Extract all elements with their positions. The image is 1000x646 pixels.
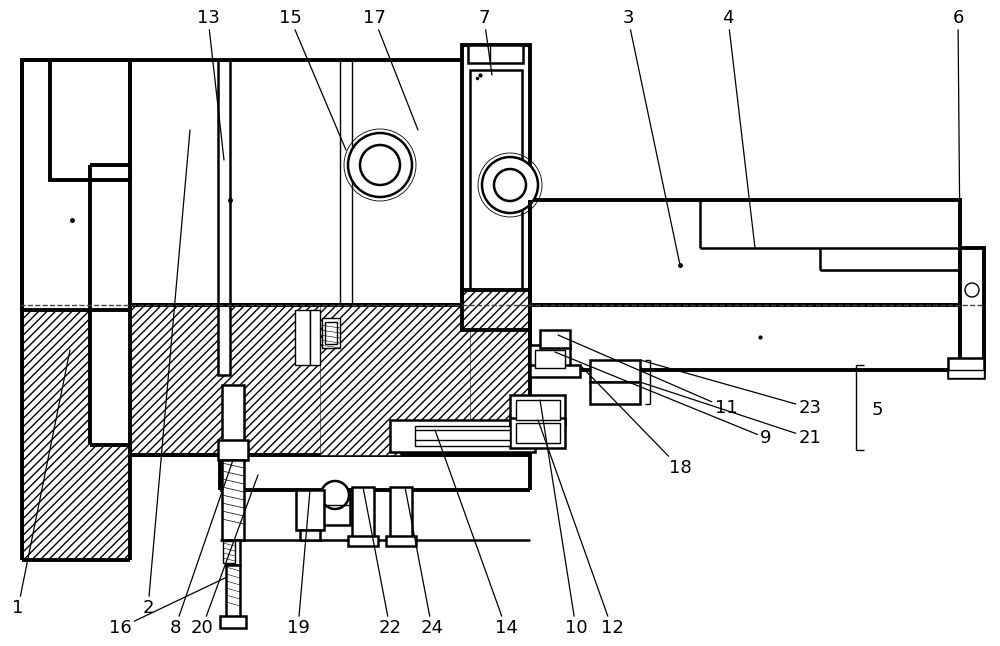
Text: 19: 19 xyxy=(287,490,310,637)
Text: 5: 5 xyxy=(872,401,884,419)
Bar xyxy=(223,541,235,563)
Bar xyxy=(218,305,230,375)
Polygon shape xyxy=(130,305,530,455)
Bar xyxy=(530,200,960,305)
Bar xyxy=(590,382,640,404)
Bar xyxy=(415,426,510,446)
Bar xyxy=(390,487,412,542)
Bar xyxy=(222,460,244,540)
Text: 22: 22 xyxy=(363,487,402,637)
Bar xyxy=(130,60,470,305)
Bar xyxy=(470,70,522,305)
Text: 14: 14 xyxy=(435,430,517,637)
Polygon shape xyxy=(462,290,530,330)
Bar xyxy=(348,536,378,546)
Polygon shape xyxy=(320,305,470,455)
Bar xyxy=(540,330,570,348)
Bar xyxy=(300,530,320,540)
Bar xyxy=(516,400,560,420)
Bar xyxy=(510,418,565,448)
Bar xyxy=(50,60,130,180)
Polygon shape xyxy=(531,306,959,369)
Text: 16: 16 xyxy=(109,578,225,637)
Text: 3: 3 xyxy=(622,9,680,265)
Text: 17: 17 xyxy=(363,9,418,130)
Bar xyxy=(530,345,570,373)
Circle shape xyxy=(348,133,412,197)
Text: 9: 9 xyxy=(555,352,772,447)
Bar xyxy=(530,305,960,370)
Bar xyxy=(226,565,240,620)
Bar xyxy=(510,395,565,425)
Bar xyxy=(948,358,984,378)
Bar xyxy=(462,45,530,305)
Text: 18: 18 xyxy=(580,365,691,477)
Bar xyxy=(390,420,535,452)
Bar xyxy=(296,490,324,530)
Text: 13: 13 xyxy=(197,9,224,160)
Text: 20: 20 xyxy=(191,475,258,637)
Text: 6: 6 xyxy=(952,9,964,248)
Text: 11: 11 xyxy=(558,335,737,417)
Circle shape xyxy=(494,169,526,201)
Bar xyxy=(220,616,246,628)
Text: 23: 23 xyxy=(640,360,821,417)
Text: 1: 1 xyxy=(12,350,70,617)
Bar xyxy=(960,248,984,370)
Bar xyxy=(22,60,130,310)
Bar xyxy=(320,490,350,525)
Bar xyxy=(948,370,984,378)
Bar xyxy=(462,290,530,330)
Circle shape xyxy=(482,157,538,213)
Text: 10: 10 xyxy=(540,400,587,637)
Text: 7: 7 xyxy=(478,9,492,75)
Bar xyxy=(352,487,374,542)
Polygon shape xyxy=(531,201,959,304)
Bar xyxy=(386,536,416,546)
Bar xyxy=(218,440,248,460)
Bar xyxy=(516,423,560,443)
Text: 2: 2 xyxy=(142,130,190,617)
Bar xyxy=(535,350,565,368)
Bar xyxy=(322,318,340,348)
Text: 24: 24 xyxy=(405,487,444,637)
Circle shape xyxy=(360,145,400,185)
Text: 21: 21 xyxy=(640,382,821,447)
Text: 15: 15 xyxy=(279,9,346,150)
Text: 4: 4 xyxy=(722,9,755,248)
Bar xyxy=(22,60,130,310)
Circle shape xyxy=(321,481,349,509)
Bar xyxy=(590,360,640,382)
Bar xyxy=(226,540,240,565)
Bar xyxy=(325,322,337,344)
Bar xyxy=(310,310,320,365)
Bar xyxy=(295,310,310,365)
Bar xyxy=(468,45,523,63)
Polygon shape xyxy=(23,61,129,559)
Text: 12: 12 xyxy=(538,420,623,637)
Circle shape xyxy=(965,283,979,297)
Text: 8: 8 xyxy=(169,460,233,637)
Bar xyxy=(130,305,530,455)
Bar xyxy=(530,365,580,377)
Bar xyxy=(222,385,244,445)
